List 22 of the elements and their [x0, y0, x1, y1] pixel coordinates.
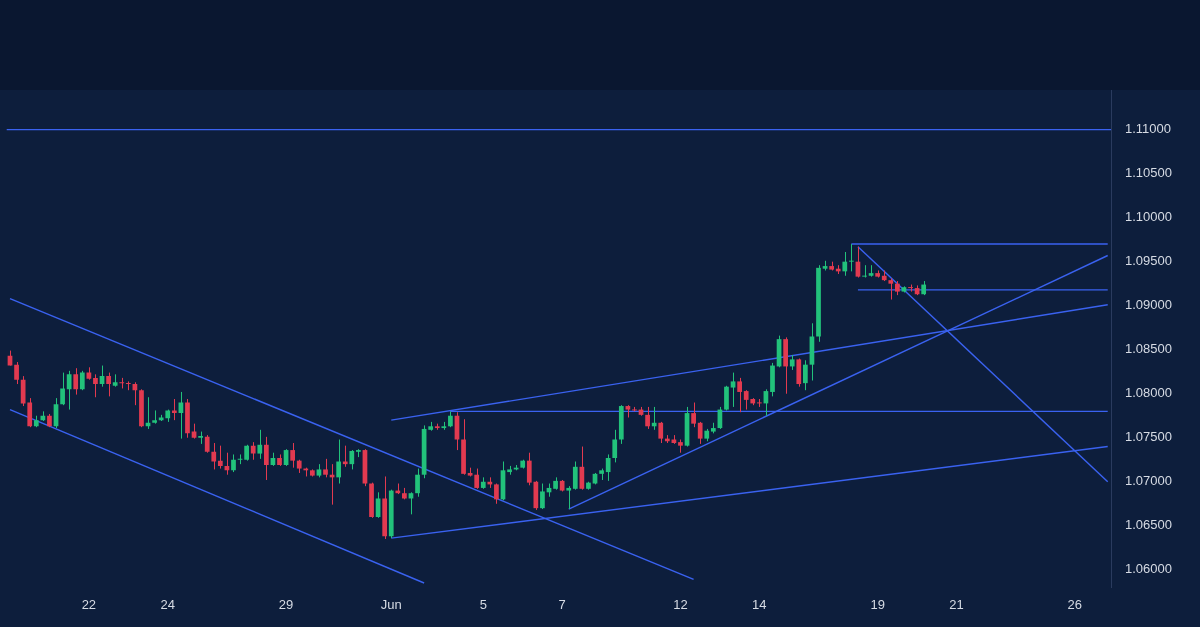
x-tick-label: Jun	[380, 596, 402, 612]
x-tick-label: 24	[160, 596, 175, 612]
y-tick-label: 1.08500	[1125, 341, 1173, 357]
y-tick-label: 1.07000	[1125, 473, 1173, 489]
y-tick-label: 1.11000	[1125, 121, 1172, 137]
x-tick-label: 7	[558, 596, 566, 612]
y-tick-label: 1.06500	[1125, 517, 1173, 533]
y-tick-label: 1.08000	[1125, 385, 1173, 401]
x-tick-label: 29	[278, 596, 294, 612]
y-tick-label: 1.07500	[1125, 429, 1173, 445]
x-tick-label: 5	[479, 596, 487, 612]
x-tick-label: 26	[1067, 596, 1083, 612]
y-tick-label: 1.10500	[1125, 165, 1173, 181]
y-tick-label: 1.10000	[1125, 209, 1173, 225]
x-tick-label: 22	[81, 596, 97, 612]
x-tick-label: 12	[673, 596, 688, 612]
y-tick-label: 1.06000	[1125, 561, 1173, 577]
x-tick-label: 19	[870, 596, 885, 612]
x-tick-label: 21	[949, 596, 964, 612]
x-tick-label: 14	[752, 596, 767, 612]
y-tick-label: 1.09500	[1125, 253, 1173, 269]
y-tick-label: 1.09000	[1125, 297, 1173, 313]
